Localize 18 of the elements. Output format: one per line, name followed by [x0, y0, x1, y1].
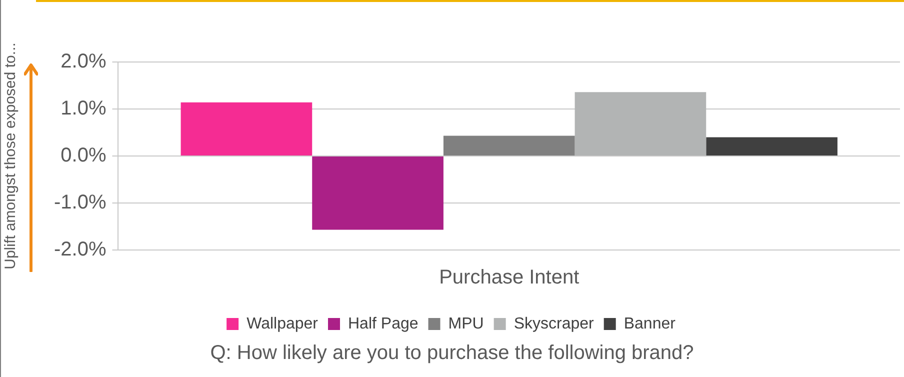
y-axis-title: Uplift amongst those exposed to... — [2, 42, 20, 270]
y-tick-label: 1.0% — [60, 98, 106, 120]
bar — [574, 92, 706, 156]
legend-label: Banner — [624, 315, 676, 332]
legend-label: MPU — [448, 315, 484, 332]
y-tick-label: 0.0% — [60, 144, 106, 167]
x-tick-label: Purchase Intent — [439, 266, 580, 289]
bar — [443, 136, 575, 156]
bar — [706, 137, 838, 156]
bar — [180, 102, 312, 156]
bar — [312, 156, 444, 230]
y-tick-label: -1.0% — [54, 192, 106, 214]
legend-label: Skyscraper — [514, 315, 595, 332]
y-tick-label: -2.0% — [54, 238, 106, 261]
legend-label: Wallpaper — [246, 315, 319, 332]
text: Q: How likely are you to purchase the following brand? — [209, 342, 695, 365]
y-tick-label: 2.0% — [60, 50, 106, 73]
legend-label: Half Page — [348, 315, 418, 332]
